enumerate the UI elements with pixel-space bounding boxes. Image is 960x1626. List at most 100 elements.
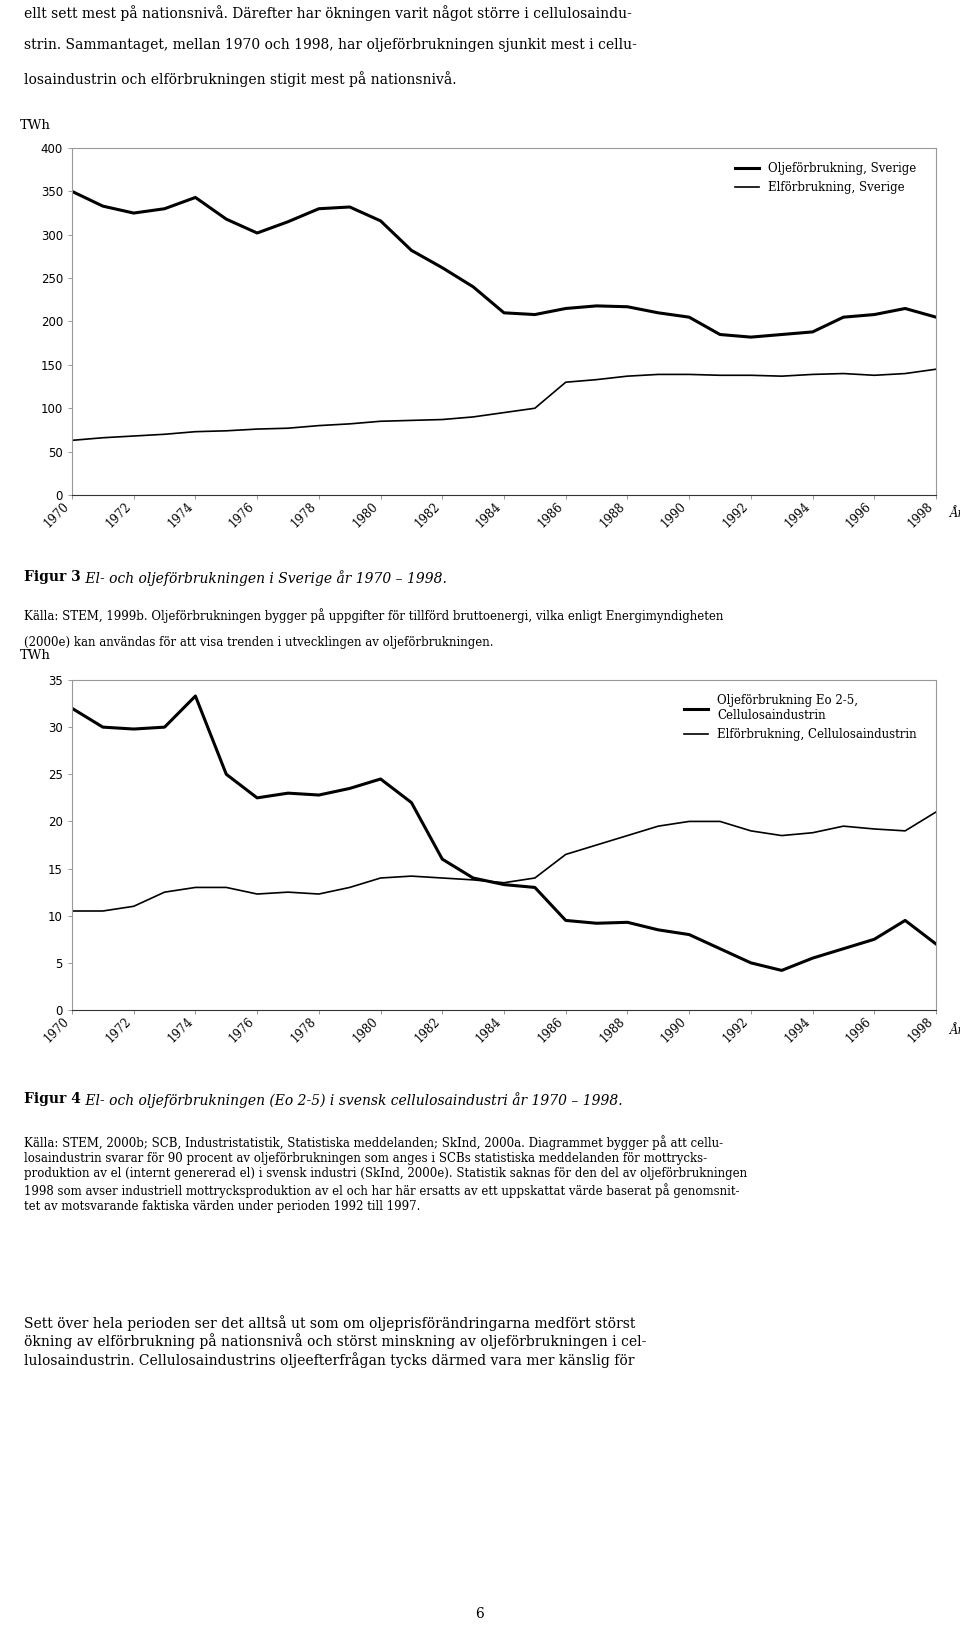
Oljeförbrukning Eo 2-5,
Cellulosaindustrin	[374, 769, 386, 789]
Text: El- och oljeförbrukningen i Sverige år 1970 – 1998.: El- och oljeförbrukningen i Sverige år 1…	[81, 571, 446, 585]
Text: 1976: 1976	[227, 1015, 257, 1046]
Oljeförbrukning Eo 2-5,
Cellulosaindustrin	[437, 849, 448, 868]
Text: 1970: 1970	[41, 1015, 72, 1046]
Elförbrukning, Sverige	[684, 364, 695, 384]
Oljeförbrukning, Sverige	[869, 304, 880, 324]
Text: 1992: 1992	[721, 1015, 751, 1046]
Elförbrukning, Sverige	[282, 418, 294, 437]
Oljeförbrukning, Sverige	[930, 307, 942, 327]
Elförbrukning, Sverige	[622, 366, 634, 385]
Oljeförbrukning Eo 2-5,
Cellulosaindustrin	[714, 938, 726, 958]
Text: Sett över hela perioden ser det alltså ut som om oljeprisförändringarna medfört : Sett över hela perioden ser det alltså u…	[24, 1315, 646, 1367]
Text: 1980: 1980	[350, 1015, 380, 1046]
Elförbrukning, Sverige	[406, 411, 418, 431]
Elförbrukning, Sverige	[529, 398, 540, 418]
Legend: Oljeförbrukning Eo 2-5,
Cellulosaindustrin, Elförbrukning, Cellulosaindustrin: Oljeförbrukning Eo 2-5, Cellulosaindustr…	[680, 689, 922, 746]
Oljeförbrukning Eo 2-5,
Cellulosaindustrin	[128, 719, 139, 738]
Elförbrukning, Cellulosaindustrin	[529, 868, 540, 888]
Oljeförbrukning, Sverige	[745, 327, 756, 346]
Oljeförbrukning Eo 2-5,
Cellulosaindustrin	[745, 953, 756, 972]
Text: 1980: 1980	[350, 501, 380, 530]
Text: 1990: 1990	[659, 1015, 689, 1046]
Elförbrukning, Sverige	[806, 364, 818, 384]
Oljeförbrukning, Sverige	[221, 210, 232, 229]
Oljeförbrukning, Sverige	[437, 259, 448, 278]
Text: År: År	[948, 1024, 960, 1037]
Elförbrukning, Cellulosaindustrin	[406, 867, 418, 886]
Text: 1994: 1994	[782, 501, 812, 530]
Elförbrukning, Sverige	[158, 424, 170, 444]
Elförbrukning, Cellulosaindustrin	[468, 870, 479, 889]
Text: strin. Sammantaget, mellan 1970 och 1998, har oljeförbrukningen sjunkit mest i c: strin. Sammantaget, mellan 1970 och 1998…	[24, 37, 636, 52]
Elförbrukning, Cellulosaindustrin	[66, 901, 78, 920]
Legend: Oljeförbrukning, Sverige, Elförbrukning, Sverige: Oljeförbrukning, Sverige, Elförbrukning,…	[731, 158, 922, 198]
Elförbrukning, Sverige	[590, 369, 602, 389]
Text: losaindustrin och elförbrukningen stigit mest på nationsnivå.: losaindustrin och elförbrukningen stigit…	[24, 72, 457, 86]
Text: 1984: 1984	[474, 1015, 504, 1046]
Oljeförbrukning Eo 2-5,
Cellulosaindustrin	[498, 875, 510, 894]
Elförbrukning, Sverige	[653, 364, 664, 384]
Oljeförbrukning Eo 2-5,
Cellulosaindustrin	[838, 938, 850, 958]
Oljeförbrukning Eo 2-5,
Cellulosaindustrin	[97, 717, 108, 737]
Oljeförbrukning, Sverige	[498, 302, 510, 322]
Text: Figur 4: Figur 4	[24, 1093, 81, 1106]
Oljeförbrukning, Sverige	[128, 203, 139, 223]
Oljeförbrukning Eo 2-5,
Cellulosaindustrin	[900, 911, 911, 930]
Elförbrukning, Cellulosaindustrin	[684, 811, 695, 831]
Oljeförbrukning Eo 2-5,
Cellulosaindustrin	[590, 914, 602, 933]
Elförbrukning, Sverige	[374, 411, 386, 431]
Text: 1972: 1972	[104, 501, 133, 530]
Oljeförbrukning Eo 2-5,
Cellulosaindustrin	[66, 699, 78, 719]
Oljeförbrukning Eo 2-5,
Cellulosaindustrin	[282, 784, 294, 803]
Text: 1990: 1990	[659, 501, 689, 530]
Oljeförbrukning Eo 2-5,
Cellulosaindustrin	[653, 920, 664, 940]
Elförbrukning, Cellulosaindustrin	[622, 826, 634, 846]
Text: 1988: 1988	[597, 501, 628, 530]
Elförbrukning, Sverige	[344, 415, 355, 434]
Oljeförbrukning, Sverige	[714, 325, 726, 345]
Oljeförbrukning, Sverige	[590, 296, 602, 315]
Oljeförbrukning Eo 2-5,
Cellulosaindustrin	[221, 764, 232, 784]
Text: 1978: 1978	[289, 1015, 319, 1046]
Text: 1984: 1984	[474, 501, 504, 530]
Elförbrukning, Sverige	[97, 428, 108, 447]
Elförbrukning, Cellulosaindustrin	[745, 821, 756, 841]
Oljeförbrukning, Sverige	[282, 211, 294, 231]
Elförbrukning, Cellulosaindustrin	[930, 802, 942, 821]
Elförbrukning, Sverige	[776, 366, 787, 385]
Elförbrukning, Sverige	[66, 431, 78, 450]
Oljeförbrukning, Sverige	[158, 198, 170, 218]
Text: 1986: 1986	[536, 501, 565, 530]
Elförbrukning, Sverige	[128, 426, 139, 446]
Oljeförbrukning, Sverige	[406, 241, 418, 260]
Oljeförbrukning, Sverige	[344, 197, 355, 216]
Oljeförbrukning Eo 2-5,
Cellulosaindustrin	[158, 717, 170, 737]
Elförbrukning, Cellulosaindustrin	[158, 883, 170, 902]
Text: 1996: 1996	[844, 501, 875, 530]
Text: Källa: STEM, 2000b; SCB, Industristatistik, Statistiska meddelanden; SkInd, 2000: Källa: STEM, 2000b; SCB, Industristatist…	[24, 1135, 747, 1213]
Oljeförbrukning Eo 2-5,
Cellulosaindustrin	[806, 948, 818, 967]
Oljeförbrukning Eo 2-5,
Cellulosaindustrin	[406, 793, 418, 813]
Text: 1998: 1998	[906, 1015, 936, 1046]
Elförbrukning, Sverige	[560, 372, 571, 392]
Text: Figur 3: Figur 3	[24, 571, 81, 584]
Oljeförbrukning, Sverige	[313, 198, 324, 218]
Line: Elförbrukning, Cellulosaindustrin: Elförbrukning, Cellulosaindustrin	[72, 811, 936, 911]
Text: 1982: 1982	[412, 1015, 443, 1046]
Oljeförbrukning, Sverige	[190, 187, 202, 207]
Text: 1986: 1986	[536, 1015, 565, 1046]
Oljeförbrukning, Sverige	[66, 182, 78, 202]
Oljeförbrukning, Sverige	[529, 304, 540, 324]
Elförbrukning, Cellulosaindustrin	[128, 896, 139, 915]
Elförbrukning, Sverige	[900, 364, 911, 384]
Elförbrukning, Sverige	[313, 416, 324, 436]
Elförbrukning, Sverige	[468, 406, 479, 426]
Elförbrukning, Sverige	[190, 421, 202, 441]
Text: 6: 6	[475, 1606, 485, 1621]
Oljeförbrukning Eo 2-5,
Cellulosaindustrin	[776, 961, 787, 980]
Text: 1988: 1988	[597, 1015, 628, 1046]
Elförbrukning, Cellulosaindustrin	[344, 878, 355, 898]
Oljeförbrukning, Sverige	[97, 197, 108, 216]
Elförbrukning, Cellulosaindustrin	[653, 816, 664, 836]
Elförbrukning, Sverige	[714, 366, 726, 385]
